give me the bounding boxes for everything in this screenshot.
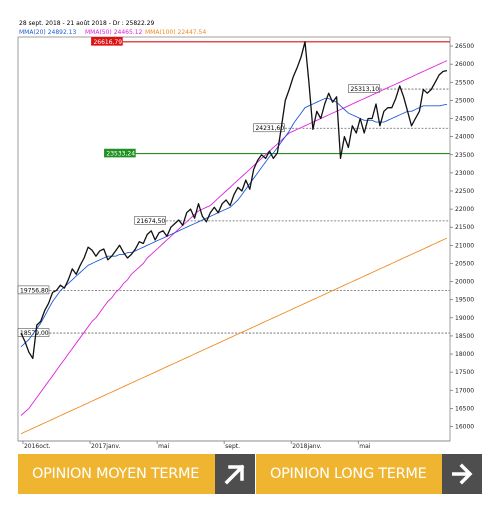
y-tick-label: 20500 — [455, 260, 474, 267]
y-tick-label: 26000 — [455, 61, 474, 68]
y-tick-label: 18000 — [455, 351, 474, 358]
arrow-right-icon — [442, 454, 482, 494]
series-line-mma20 — [20, 98, 448, 348]
legend-mma20: MMA(20) 24892.13 — [19, 29, 76, 36]
chart-range-header: 28 sept. 2018 - 21 août 2018 - Dr : 2582… — [19, 20, 155, 27]
y-tick-label: 22000 — [455, 206, 474, 213]
y-tick-label: 23500 — [455, 152, 474, 159]
level-label-box — [104, 148, 136, 158]
legend-mma100-label: MMA(100) — [145, 29, 176, 36]
level-label: 24231,60 — [255, 125, 284, 132]
y-tick-label: 24000 — [455, 134, 474, 141]
level-label: 26616,79 — [93, 39, 122, 46]
y-tick-label: 16500 — [455, 405, 474, 412]
y-tick-label: 19000 — [455, 315, 474, 322]
level-label: 19756,80 — [20, 287, 49, 294]
legend-mma100: MMA(100) 22447.54 — [145, 29, 206, 36]
y-tick-label: 21500 — [455, 224, 474, 231]
y-tick-label: 18500 — [455, 333, 474, 340]
x-tick-label: mai — [158, 443, 170, 450]
level-label-box — [91, 37, 123, 46]
y-tick-label: 20000 — [455, 279, 474, 286]
legend-mma100-value: 22447.54 — [177, 29, 207, 36]
arrow-up-right-icon — [215, 454, 255, 494]
series-line-mma100 — [20, 237, 448, 435]
y-tick-label: 26500 — [455, 43, 474, 50]
y-tick-label: 16000 — [455, 424, 474, 431]
series-line-price — [20, 41, 448, 360]
price-chart: 16000 16500 17000 17500 18000 18500 19000 19500… — [17, 36, 474, 450]
y-tick-label: 17500 — [455, 369, 474, 376]
x-tick-label: 2018janv. — [292, 443, 322, 450]
level-label-box — [253, 123, 285, 133]
y-tick-label: 25500 — [455, 79, 474, 86]
level-label: 23533,24 — [106, 151, 135, 158]
legend-mma50-value: 24465.12 — [113, 29, 143, 36]
y-tick-label: 22500 — [455, 188, 474, 195]
y-tick-label: 17000 — [455, 387, 474, 394]
legend-mma50: MMA(50) 24465.12 — [85, 29, 142, 36]
x-tick-label: 2016oct. — [24, 443, 51, 450]
plot-area — [17, 36, 451, 442]
level-label: 25313,10 — [350, 86, 379, 93]
opinion-long-term-label: OPINION LONG TERME — [270, 466, 427, 482]
series-line-mma50 — [20, 60, 448, 416]
x-tick-label: 2017janv. — [91, 443, 121, 450]
legend-mma20-value: 24892.13 — [47, 29, 77, 36]
y-tick-label: 19500 — [455, 297, 474, 304]
opinion-medium-term-label: OPINION MOYEN TERME — [32, 466, 200, 482]
level-label-box — [348, 84, 380, 93]
opinion-long-term-button[interactable]: OPINION LONG TERME — [256, 454, 482, 494]
level-label-box — [134, 216, 166, 225]
legend-mma50-label: MMA(50) — [85, 29, 112, 36]
opinion-medium-term-button[interactable]: OPINION MOYEN TERME — [18, 454, 255, 494]
y-tick-label: 21000 — [455, 242, 474, 249]
y-tick-label: 25000 — [455, 97, 474, 104]
x-tick-label: sept. — [225, 443, 240, 450]
level-label-box — [17, 285, 50, 295]
level-label: 21674,50 — [137, 218, 166, 225]
x-tick-label: mai — [359, 443, 371, 450]
legend-mma20-label: MMA(20) — [19, 29, 46, 36]
y-tick-label: 23000 — [455, 170, 474, 177]
y-tick-label: 24500 — [455, 116, 474, 123]
level-label: 18579,00 — [20, 330, 49, 337]
